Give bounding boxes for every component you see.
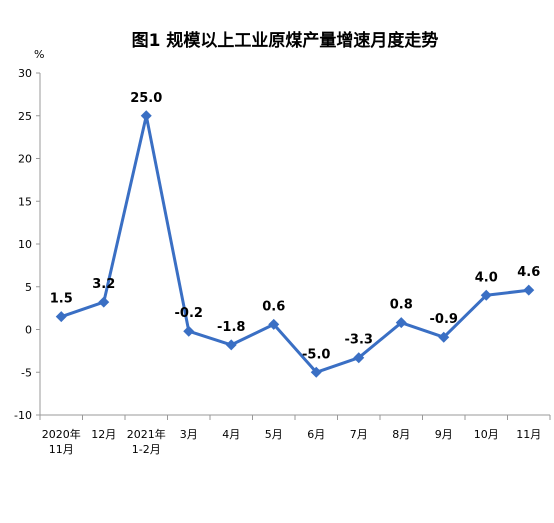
data-label: 1.5 xyxy=(50,292,73,307)
data-label-group: 1.5 3.2 25.0 -0.2 -1.8 0.6 -5.0 -3.3 0.8 -0.9 4.0 4… xyxy=(50,91,541,363)
x-tick-label: 5月 xyxy=(265,428,283,441)
x-tick-label: 6月 xyxy=(307,428,325,441)
y-tick-label: 30 xyxy=(18,67,32,80)
data-label: -0.9 xyxy=(430,312,458,327)
x-tick-label: 11月 xyxy=(516,428,541,441)
x-tick-label: 3月 xyxy=(180,428,198,441)
y-tick-label: 20 xyxy=(18,153,32,166)
y-tick-label: 25 xyxy=(18,110,32,123)
x-tick-label: 4月 xyxy=(222,428,240,441)
series-line xyxy=(60,114,529,374)
x-tick-label: 1-2月 xyxy=(132,443,161,456)
x-tick-label: 8月 xyxy=(392,428,410,441)
data-point-marker xyxy=(140,110,152,122)
chart-title: 图1 规模以上工业原煤产量增速月度走势 xyxy=(132,30,439,51)
data-point-marker xyxy=(395,317,407,329)
y-tick-label: 10 xyxy=(18,238,32,251)
y-tick-label: 5 xyxy=(25,281,32,294)
y-tick-label: 15 xyxy=(18,195,32,208)
data-label: -1.8 xyxy=(217,320,245,335)
data-point-marker xyxy=(480,289,492,301)
y-tick-label: 0 xyxy=(25,324,32,337)
x-tick-group: 2020年 11月 12月 2021年 1-2月 3月 4月 5月 6月 7月 8月 9月 10月 11月 xyxy=(39,415,551,456)
x-tick-label: 7月 xyxy=(350,428,368,441)
data-point-marker xyxy=(98,296,110,308)
data-point-marker xyxy=(353,352,365,364)
data-point-marker xyxy=(183,325,195,337)
y-tick-label: -10 xyxy=(14,409,32,422)
data-point-marker xyxy=(438,331,450,343)
data-label: 4.0 xyxy=(475,270,498,285)
data-point-marker xyxy=(523,284,535,296)
x-tick-label: 2021年 xyxy=(127,427,166,441)
data-label: 0.8 xyxy=(390,298,413,313)
x-tick-label: 2020年 xyxy=(42,427,81,441)
data-point-marker xyxy=(55,311,67,323)
marker-group xyxy=(55,110,535,378)
x-tick-label: 10月 xyxy=(474,428,499,441)
data-label: 0.6 xyxy=(262,299,285,314)
x-tick-label: 9月 xyxy=(435,428,453,441)
data-label: -0.2 xyxy=(175,306,203,321)
data-point-marker xyxy=(268,318,280,330)
data-label: -3.3 xyxy=(345,333,373,348)
x-tick-label: 12月 xyxy=(91,428,116,441)
y-tick-group: 30 25 20 15 10 5 0 -5 -10 xyxy=(14,67,40,422)
data-point-marker xyxy=(310,366,322,378)
data-label: 3.2 xyxy=(92,277,115,292)
y-tick-label: -5 xyxy=(21,366,32,379)
y-unit-label: % xyxy=(34,48,44,61)
data-point-marker xyxy=(225,339,237,351)
data-label: -5.0 xyxy=(302,347,330,362)
data-label: 25.0 xyxy=(130,91,162,106)
x-tick-label: 11月 xyxy=(49,443,74,456)
data-label: 4.6 xyxy=(517,265,540,280)
